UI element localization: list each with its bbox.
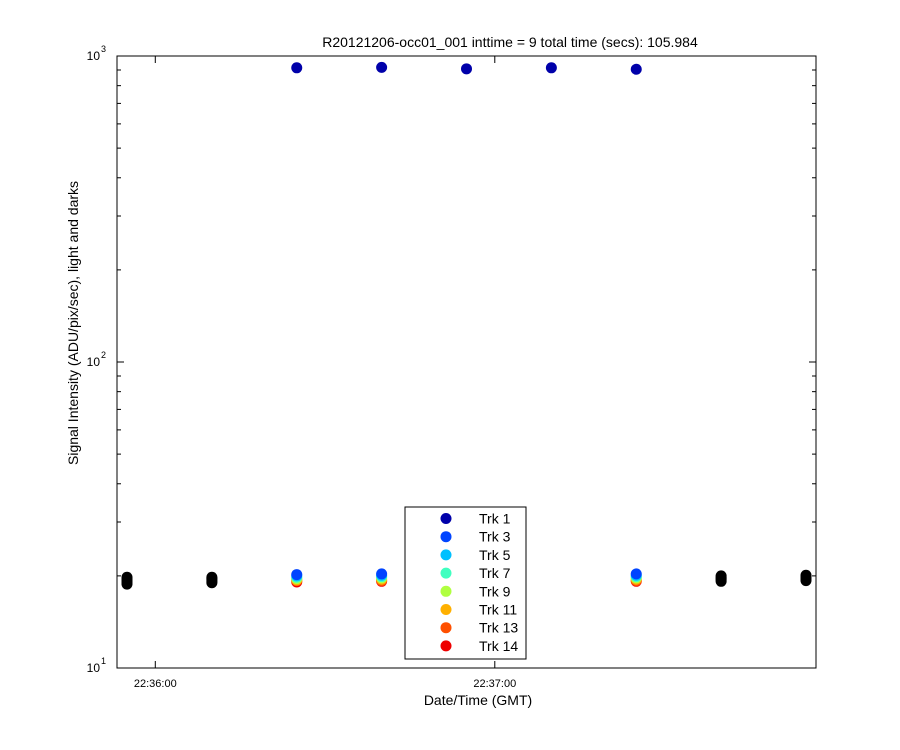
point-trk-3 [630,568,642,580]
chart-title: R20121206-occ01_001 inttime = 9 total ti… [322,34,698,50]
point-trk-1 [461,63,472,75]
legend-label: Trk 14 [479,638,518,654]
point-trk-1 [545,62,557,74]
legend-label: Trk 9 [479,583,511,599]
point-trk-1 [291,62,303,74]
x-tick-label: 22:36:00 [134,678,177,690]
point-trk-1 [630,63,642,75]
y-tick-label: 10 [87,355,101,369]
legend-marker [440,585,452,597]
x-axis-label: Date/Time (GMT) [424,692,532,708]
point-trk-3 [376,568,388,580]
y-axis-label: Signal Intensity (ADU/pix/sec), light an… [65,181,81,465]
legend-label: Trk 7 [479,565,511,581]
legend-marker [440,604,452,615]
y-tick-label: 10 [87,49,101,63]
y-tick-label: 10 [87,661,101,675]
point-dark [121,571,133,583]
point-trk-3 [291,569,303,581]
legend-label: Trk 5 [479,547,511,563]
point-dark [800,569,812,581]
y-tick-exponent: 2 [101,350,106,360]
legend-label: Trk 11 [479,602,517,618]
legend: Trk 1 Trk 3 Trk 5 Trk 7 Trk 9 Trk 11 Trk 13 Trk… [404,506,527,660]
x-tick-label: 22:37:00 [473,678,516,690]
legend-marker [440,513,452,524]
legend-label: Trk 13 [479,620,518,636]
point-dark [206,571,218,583]
legend-marker [440,567,452,579]
point-dark [715,570,727,582]
y-tick-exponent: 3 [101,44,106,54]
legend-marker [440,531,452,543]
legend-marker [440,640,452,652]
legend-marker [440,549,452,561]
point-trk-1 [376,61,388,73]
legend-label: Trk 3 [479,529,511,545]
legend-marker [440,622,452,634]
legend-label: Trk 1 [479,511,511,527]
legend-box [404,506,527,660]
y-tick-exponent: 1 [101,656,106,666]
data-points [121,61,812,590]
